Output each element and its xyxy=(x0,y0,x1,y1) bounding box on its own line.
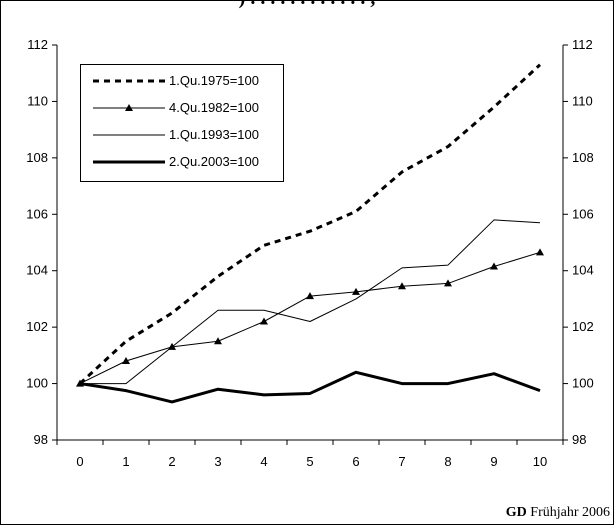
series-line-1 xyxy=(79,251,541,385)
x-tick-label: 2 xyxy=(168,454,175,469)
x-tick-label: 3 xyxy=(214,454,221,469)
x-tick-label: 1 xyxy=(122,454,129,469)
series-marker-1 xyxy=(306,292,314,300)
source-publisher: GD xyxy=(505,505,527,520)
source-note: GD Frühjahr 2006 xyxy=(506,505,610,521)
y-tick-label-right: 98 xyxy=(572,432,586,447)
legend-swatch-2003 xyxy=(93,160,165,164)
x-tick-label: 5 xyxy=(306,454,313,469)
series-marker-1 xyxy=(352,287,360,295)
y-tick-label-right: 110 xyxy=(572,93,593,108)
y-tick-label-right: 104 xyxy=(572,263,594,278)
chart-title-fragment: ) . . . . . . . . . . . . , xyxy=(0,0,614,10)
y-tick-label-left: 102 xyxy=(26,319,48,334)
y-tick-label-left: 110 xyxy=(27,93,48,108)
x-tick-label: 6 xyxy=(352,454,359,469)
y-tick-label-left: 98 xyxy=(34,432,48,447)
series-line-3 xyxy=(79,370,541,404)
legend-label-1982: 4.Qu.1982=100 xyxy=(169,100,259,115)
series-marker-1 xyxy=(536,248,544,256)
y-tick-label-left: 104 xyxy=(26,263,48,278)
series-marker-1 xyxy=(398,282,406,290)
series-marker-1 xyxy=(490,262,498,270)
y-tick-label-left: 112 xyxy=(27,37,48,52)
source-edition: Frühjahr 2006 xyxy=(526,505,610,520)
y-tick-label-right: 106 xyxy=(572,206,594,221)
legend-item-1993: 1.Qu.1993=100 xyxy=(81,123,283,147)
x-tick-label: 8 xyxy=(444,454,451,469)
y-tick-label-left: 106 xyxy=(26,206,48,221)
x-tick-label: 9 xyxy=(490,454,497,469)
y-tick-label-left: 100 xyxy=(26,376,48,391)
x-tick-label: 10 xyxy=(533,454,547,469)
chart-series xyxy=(76,63,544,404)
chart-legend: 1.Qu.1975=100 4.Qu.1982=100 1.Qu.1993=10… xyxy=(80,64,284,182)
y-tick-label-right: 100 xyxy=(572,376,594,391)
legend-item-1975: 1.Qu.1975=100 xyxy=(81,69,283,93)
legend-item-1982: 4.Qu.1982=100 xyxy=(81,96,283,120)
y-tick-label-left: 108 xyxy=(26,150,48,165)
legend-swatch-1993 xyxy=(93,134,165,136)
legend-swatch-1982 xyxy=(93,104,165,111)
legend-label-2003: 2.Qu.2003=100 xyxy=(169,154,259,169)
y-tick-label-right: 102 xyxy=(572,319,594,334)
x-tick-label: 4 xyxy=(260,454,267,469)
legend-label-1975: 1.Qu.1975=100 xyxy=(169,73,259,88)
x-tick-label: 7 xyxy=(398,454,405,469)
series-marker-1 xyxy=(444,279,452,287)
legend-item-2003: 2.Qu.2003=100 xyxy=(81,150,283,174)
series-line-2 xyxy=(80,219,541,385)
series-line-0 xyxy=(78,63,542,385)
legend-swatch-1975 xyxy=(93,79,165,83)
series-marker-1 xyxy=(214,337,222,345)
y-tick-label-right: 112 xyxy=(572,37,593,52)
series-marker-1 xyxy=(122,357,130,364)
x-tick-label: 0 xyxy=(76,454,83,469)
y-tick-label-right: 108 xyxy=(572,150,594,165)
series-marker-1 xyxy=(260,317,268,325)
legend-label-1993: 1.Qu.1993=100 xyxy=(169,127,259,142)
